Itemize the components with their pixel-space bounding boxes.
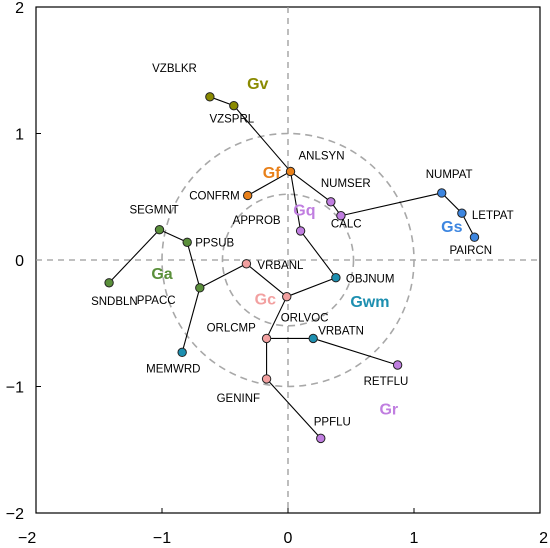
point-letpat xyxy=(457,208,467,218)
x-tick-label: 1 xyxy=(410,530,419,547)
point-numser xyxy=(326,197,336,207)
point-label-paircn: PAIRCN xyxy=(449,245,492,257)
point-label-orlcmp: ORLCMP xyxy=(207,322,257,334)
edge-numpat-letpat xyxy=(441,192,463,214)
point-label-retflu: RETFLU xyxy=(364,376,409,388)
point-label-anlsyn: ANLSYN xyxy=(299,150,345,162)
edge-vrbatn-retflu xyxy=(313,337,398,366)
point-label-memwrd: MEMWRD xyxy=(146,363,200,375)
x-tick-label: 0 xyxy=(284,530,293,547)
edge-vrbanl-ppacc xyxy=(199,263,247,289)
x-tick-label: −2 xyxy=(18,530,36,547)
point-vrbanl xyxy=(241,259,252,269)
point-numpat xyxy=(437,188,447,198)
edge-anlsyn-confrm xyxy=(247,170,291,196)
point-label-approb: APPROB xyxy=(233,215,281,227)
point-label-numpat: NUMPAT xyxy=(426,169,473,181)
point-anlsyn xyxy=(285,166,296,177)
points-layer xyxy=(104,92,480,444)
edge-vzsprl-anlsyn xyxy=(233,105,291,172)
edge-ppacc-ppsub xyxy=(186,242,201,288)
edge-anlsyn-numser xyxy=(290,171,332,203)
labels-layer: VZBLKR VZSPRL ANLSYN CONFRM NUMSER CALC APPROB… xyxy=(91,63,514,429)
inner-dashed-circle xyxy=(221,193,355,327)
point-label-vrbatn: VRBATN xyxy=(318,325,364,337)
edge-objnum-orlvoc xyxy=(286,277,337,298)
edge-orlvoc-orlcmp xyxy=(266,296,288,339)
group-label-gf: Gf xyxy=(263,165,281,182)
edge-geninf-ppflu xyxy=(266,378,322,439)
group-label-gq: Gq xyxy=(293,203,315,220)
edge-segmnt-sndbln xyxy=(108,229,160,284)
edge-calc-numpat xyxy=(340,192,442,217)
point-orlcmp xyxy=(261,333,272,344)
point-label-numser: NUMSER xyxy=(321,178,371,190)
edge-orlvoc-vrbanl xyxy=(246,263,288,298)
y-tick-label: 0 xyxy=(15,253,24,270)
y-tick-label: 2 xyxy=(15,0,24,17)
edge-ppacc-memwrd xyxy=(181,287,201,353)
group-label-gwm: Gwm xyxy=(350,294,389,311)
point-vrbatn xyxy=(308,333,318,344)
point-segmnt xyxy=(154,224,165,235)
y-tick-label: 1 xyxy=(15,127,24,144)
point-label-geninf: GENINF xyxy=(217,393,260,405)
point-sndbln xyxy=(104,278,114,288)
point-retflu xyxy=(392,360,403,370)
point-label-vrbanl: VRBANL xyxy=(257,260,304,272)
point-label-vzblkr: VZBLKR xyxy=(152,63,197,75)
point-label-ppsub: PPSUB xyxy=(195,237,234,249)
y-tick-label: −1 xyxy=(6,380,24,397)
group-label-gv: Gv xyxy=(247,76,268,93)
edge-ppsub-segmnt xyxy=(159,229,188,243)
point-label-sndbln: SNDBLN xyxy=(91,296,138,308)
point-ppflu xyxy=(316,433,326,444)
point-calc xyxy=(336,211,346,221)
group-label-ga: Ga xyxy=(151,266,172,283)
point-approb xyxy=(295,226,306,236)
point-geninf xyxy=(261,374,272,384)
tick-labels-layer: −2 −1 0 1 2 2 1 0 −1 −2 xyxy=(6,0,548,547)
point-label-segmnt: SEGMNT xyxy=(129,205,178,217)
point-ppsub xyxy=(182,237,192,247)
group-label-gs: Gs xyxy=(441,219,462,236)
edges-layer xyxy=(108,96,475,439)
outer-dashed-circle xyxy=(161,132,415,388)
edge-anlsyn-approb xyxy=(289,171,302,231)
point-label-vzsprl: VZSPRL xyxy=(209,114,254,126)
point-orlvoc xyxy=(282,291,292,302)
y-tick-label: −2 xyxy=(6,506,24,523)
point-label-ppflu: PPFLU xyxy=(314,416,351,428)
point-label-ppacc: PPACC xyxy=(137,295,176,307)
point-paircn xyxy=(469,232,480,242)
point-label-confrm: CONFRM xyxy=(189,190,239,202)
point-confrm xyxy=(242,190,253,201)
point-label-objnum: OBJNUM xyxy=(346,274,395,286)
x-tick-label: 2 xyxy=(539,530,548,547)
x-tick-label: −1 xyxy=(153,530,171,547)
edge-approb-objnum xyxy=(300,230,337,279)
point-label-letpat: LETPAT xyxy=(472,210,514,222)
reference-layer xyxy=(36,7,540,513)
point-label-calc: CALC xyxy=(331,219,362,231)
point-vzblkr xyxy=(205,92,215,102)
point-vzsprl xyxy=(229,100,239,111)
group-label-gc: Gc xyxy=(255,291,276,308)
point-ppacc xyxy=(195,283,205,293)
point-label-orlvoc: ORLVOC xyxy=(281,313,329,325)
point-memwrd xyxy=(177,347,187,358)
group-label-gr: Gr xyxy=(379,401,398,418)
point-objnum xyxy=(331,273,341,283)
